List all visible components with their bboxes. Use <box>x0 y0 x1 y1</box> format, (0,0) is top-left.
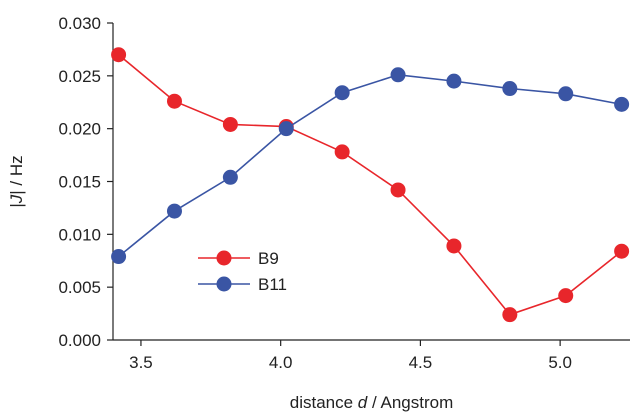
data-point <box>111 47 127 63</box>
y-axis-title-part: | <box>7 203 26 207</box>
data-point <box>334 144 350 160</box>
data-point <box>166 93 182 109</box>
x-tick-label: 4.5 <box>409 353 433 372</box>
data-point <box>390 67 406 83</box>
x-axis-title-variable: d <box>358 393 368 412</box>
data-point <box>390 182 406 198</box>
x-tick-label: 5.0 <box>548 353 572 372</box>
legend-marker <box>216 250 232 266</box>
legend-label: B9 <box>258 249 279 268</box>
data-point <box>502 307 518 323</box>
y-tick-label: 0.020 <box>58 120 101 139</box>
legend-label: B11 <box>258 275 287 294</box>
x-tick-label: 3.5 <box>129 353 153 372</box>
y-axis-title-variable: J <box>7 194 26 204</box>
data-point <box>446 238 462 254</box>
series-b11 <box>111 67 630 265</box>
x-axis-title-part: distance <box>290 393 358 412</box>
x-tick-label: 4.0 <box>269 353 293 372</box>
data-point <box>334 85 350 101</box>
y-axis-title-part: | / Hz <box>7 155 26 194</box>
x-ticks: 3.5 4.0 4.5 5.0 <box>129 340 572 372</box>
data-point <box>558 86 574 102</box>
y-ticks: 0.000 0.005 0.010 0.015 0.020 0.025 0.030 <box>58 14 113 350</box>
series-layer <box>111 47 630 323</box>
axes <box>112 23 630 341</box>
data-point <box>502 81 518 97</box>
legend-marker <box>216 276 232 292</box>
x-axis-title-part: / Angstrom <box>367 393 453 412</box>
y-tick-label: 0.005 <box>58 278 101 297</box>
data-point <box>278 121 294 137</box>
data-point <box>558 288 574 304</box>
y-tick-label: 0.025 <box>58 67 101 86</box>
x-axis-title: distance d / Angstrom <box>290 393 454 412</box>
y-tick-label: 0.030 <box>58 14 101 33</box>
data-point <box>614 243 630 259</box>
data-point <box>166 203 182 219</box>
series-b9 <box>111 47 630 323</box>
data-point <box>222 116 238 132</box>
y-tick-label: 0.010 <box>58 225 101 244</box>
y-tick-label: 0.000 <box>58 331 101 350</box>
y-axis-title: |J| / Hz <box>7 155 26 207</box>
data-point <box>614 96 630 112</box>
series-line <box>118 54 623 316</box>
legend-item-b9: B9 <box>198 249 279 268</box>
y-tick-label: 0.015 <box>58 173 101 192</box>
data-point <box>111 249 127 265</box>
series-line <box>118 73 622 258</box>
data-point <box>222 169 238 185</box>
data-point <box>446 73 462 89</box>
legend-item-b11: B11 <box>198 275 287 294</box>
